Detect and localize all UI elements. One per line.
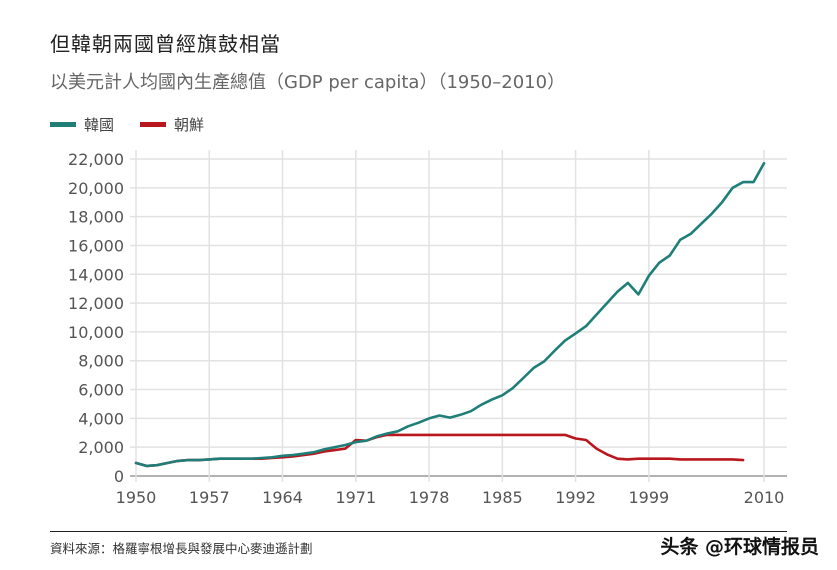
x-tick-label: 1992 [555,488,596,507]
x-tick-label: 1957 [189,488,230,507]
y-tick-label: 8,000 [78,352,124,371]
y-tick-label: 16,000 [68,236,124,255]
y-tick-label: 12,000 [68,294,124,313]
y-tick-label: 22,000 [68,150,124,169]
y-tick-label: 6,000 [78,381,124,400]
y-tick-label: 4,000 [78,409,124,428]
y-tick-label: 0 [114,467,124,486]
y-tick-label: 2,000 [78,438,124,457]
x-tick-label: 1978 [409,488,450,507]
legend-item-korea: 韓國 [50,114,114,135]
series-line-korea [134,162,766,468]
x-tick-label: 2010 [744,488,785,507]
legend: 韓國 朝鮮 [50,114,204,135]
legend-label: 韓國 [84,116,115,134]
y-tick-label: 14,000 [68,265,124,284]
x-tick-label: 1964 [262,488,303,507]
chart-title: 但韓朝兩國曾經旗鼓相當 [50,32,281,56]
x-tick-label: 1985 [482,488,523,507]
source-note: 資料來源：格羅寧根增長與發展中心麥迪遜計劃 [50,541,313,556]
legend-swatch-korea [50,122,76,127]
legend-label: 朝鮮 [174,116,205,134]
x-tick-label: 1999 [629,488,670,507]
watermark: 头条 @环球情报员 [660,536,819,558]
series-line-north-korea [134,433,745,468]
legend-swatch-north-korea [140,122,167,127]
y-tick-label: 10,000 [68,323,124,342]
y-tick-label: 18,000 [68,208,124,227]
legend-item-north-korea: 朝鮮 [140,114,204,135]
chart-subtitle: 以美元計人均國內生產總值（GDP per capita）（1950–2010） [50,72,566,93]
x-tick-label: 1950 [116,488,157,507]
footer-divider [50,531,787,532]
y-tick-label: 20,000 [68,179,124,198]
x-tick-label: 1971 [335,488,376,507]
